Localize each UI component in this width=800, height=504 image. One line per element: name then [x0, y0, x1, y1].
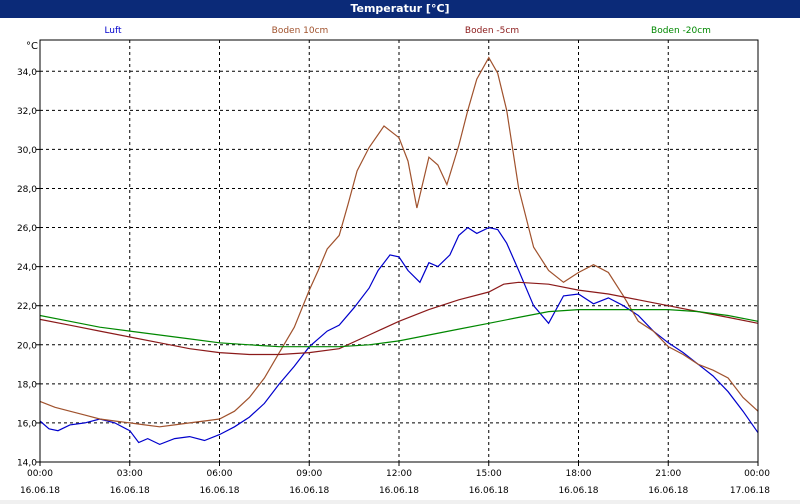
- x-tick-time: 00:00: [744, 469, 770, 479]
- x-tick-time: 21:00: [655, 469, 681, 479]
- x-tick-time: 03:00: [117, 469, 143, 479]
- chart-frame: Luft Boden 10cm Boden -5cm Boden -20cm °C 1…: [0, 18, 800, 500]
- x-tick-time: 06:00: [207, 469, 233, 479]
- y-axis-ticks: 14,0 16,0 18,0 20,0 22,0 24,0 26,0 28,0 30,0 32,0…: [17, 68, 40, 469]
- y-tick-label: 28,0: [17, 185, 37, 195]
- legend: Luft Boden 10cm Boden -5cm Boden -20cm: [104, 26, 711, 36]
- x-axis-ticks: 00:00 16.06.18 03:00 16.06.18 06:00 16.06.18 0…: [20, 462, 770, 496]
- x-tick-time: 12:00: [386, 469, 412, 479]
- grid: [39, 40, 759, 463]
- x-tick-date: 16.06.18: [558, 486, 598, 496]
- y-axis-label: °C: [26, 41, 38, 52]
- temperature-chart: Luft Boden 10cm Boden -5cm Boden -20cm °C 1…: [17, 26, 770, 496]
- y-tick-label: 26,0: [17, 224, 37, 234]
- x-tick-date: 17.06.18: [730, 486, 770, 496]
- legend-entry: Boden -5cm: [465, 26, 519, 36]
- x-tick-date: 16.06.18: [289, 486, 329, 496]
- x-tick-date: 16.06.18: [469, 486, 509, 496]
- x-tick-time: 09:00: [296, 469, 322, 479]
- x-tick-date: 16.06.18: [110, 486, 150, 496]
- series-line-1: [39, 226, 759, 446]
- series-line-4: [39, 309, 759, 348]
- chart-title: Temperatur [°C]: [0, 0, 800, 18]
- x-tick-time: 15:00: [476, 469, 502, 479]
- y-tick-label: 34,0: [17, 68, 37, 78]
- y-tick-label: 24,0: [17, 263, 37, 273]
- x-tick-time: 00:00: [27, 469, 53, 479]
- legend-entry: Boden -20cm: [651, 26, 711, 36]
- plot-border: [39, 39, 759, 463]
- x-tick-time: 18:00: [566, 469, 592, 479]
- y-tick-label: 32,0: [17, 107, 37, 117]
- y-tick-label: 20,0: [17, 341, 37, 351]
- series-line-2: [39, 56, 759, 428]
- y-tick-label: 22,0: [17, 302, 37, 312]
- series-lines: [39, 56, 759, 446]
- y-tick-label: 18,0: [17, 380, 37, 390]
- legend-entry: Luft: [104, 26, 122, 36]
- y-tick-label: 16,0: [17, 419, 37, 429]
- y-tick-label: 30,0: [17, 146, 37, 156]
- x-tick-date: 16.06.18: [648, 486, 688, 496]
- x-tick-date: 16.06.18: [20, 486, 60, 496]
- series-line-3: [39, 281, 759, 356]
- x-tick-date: 16.06.18: [199, 486, 239, 496]
- x-tick-date: 16.06.18: [379, 486, 419, 496]
- legend-entry: Boden 10cm: [272, 26, 329, 36]
- y-tick-label: 14,0: [17, 459, 37, 469]
